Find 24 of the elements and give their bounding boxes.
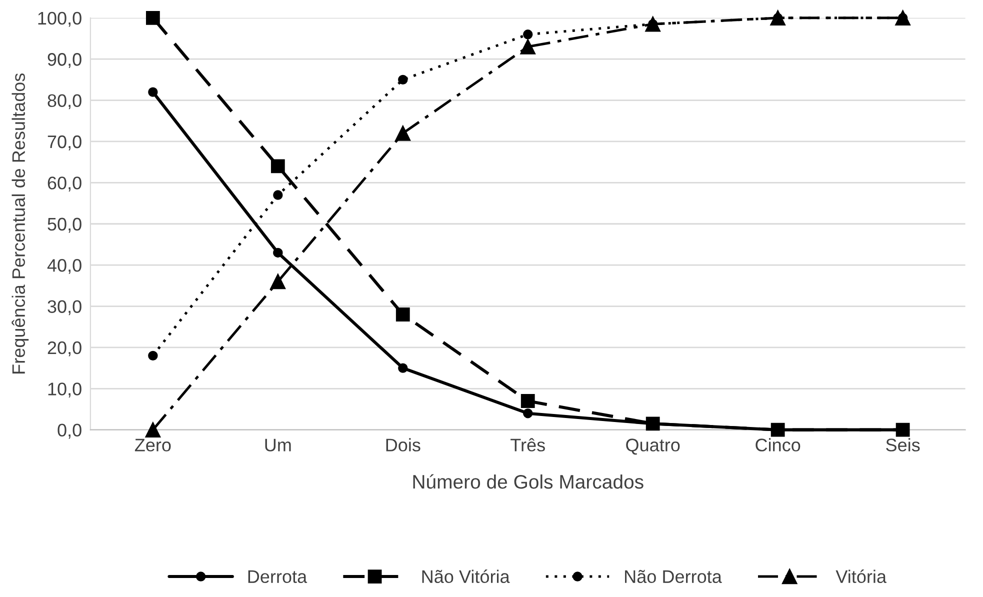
y-tick-label: 90,0 bbox=[48, 53, 82, 68]
y-tick-label: 30,0 bbox=[48, 300, 82, 316]
x-tick-label: Quatro bbox=[626, 438, 680, 455]
x-tick-label: Zero bbox=[134, 438, 171, 452]
y-tick-label: 100,0 bbox=[38, 12, 82, 27]
y-tick-label: 20,0 bbox=[48, 341, 82, 356]
x-tick-label: Três bbox=[510, 438, 545, 452]
y-tick-label: 40,0 bbox=[47, 259, 82, 274]
y-tick-label: 50,0 bbox=[48, 218, 82, 233]
y-tick-label: 0,0 bbox=[58, 424, 82, 439]
legend-label: Não Vitória bbox=[422, 570, 510, 584]
legend-label: Não Derrota bbox=[625, 570, 722, 584]
x-tick-label: Cinco bbox=[756, 438, 800, 452]
x-tick-label: Um bbox=[265, 438, 291, 452]
y-tick-label: 60,0 bbox=[48, 176, 82, 192]
y-tick-label: 80,0 bbox=[48, 94, 82, 110]
legend-label: Vitória bbox=[836, 570, 887, 584]
legend-label: Derrota bbox=[248, 570, 308, 584]
x-tick-label: Dois bbox=[386, 438, 420, 452]
x-tick-label: Seis bbox=[886, 438, 920, 452]
x-axis-title: Número de Gols Marcados bbox=[413, 474, 644, 489]
y-tick-label: 10,0 bbox=[48, 382, 82, 398]
y-axis-title: Frequência Percentual de Resultados bbox=[12, 73, 29, 374]
y-tick-label: 70,0 bbox=[48, 135, 82, 150]
